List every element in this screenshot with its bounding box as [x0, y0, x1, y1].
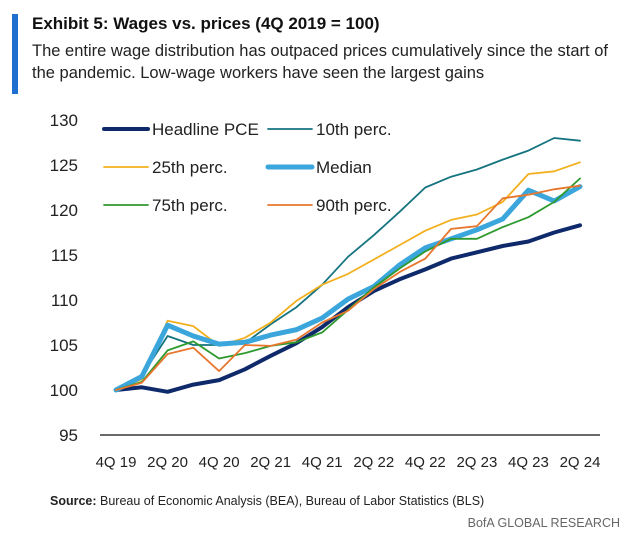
series-line-headline-pce	[114, 223, 582, 394]
y-tick-label: 115	[51, 246, 78, 265]
x-tick-label: 4Q 21	[302, 454, 343, 471]
y-tick-label: 95	[59, 426, 78, 445]
x-tick-label: 2Q 21	[250, 454, 291, 471]
legend-label: 75th perc.	[152, 196, 228, 215]
y-tick-label: 120	[50, 201, 78, 220]
brand-label: BofA GLOBAL RESEARCH	[467, 516, 620, 530]
chart-title: Exhibit 5: Wages vs. prices (4Q 2019 = 1…	[32, 14, 380, 33]
legend-label: 10th perc.	[316, 120, 392, 139]
legend-label: 90th perc.	[316, 196, 392, 215]
legend-label: Median	[316, 158, 372, 177]
y-tick-label: 125	[50, 156, 78, 175]
x-tick-label: 4Q 22	[405, 454, 446, 471]
accent-bar	[12, 14, 18, 94]
legend-label: Headline PCE	[152, 120, 259, 139]
chart-subtitle: The entire wage distribution has outpace…	[32, 42, 608, 82]
x-tick-label: 4Q 23	[508, 454, 549, 471]
x-tick-label: 2Q 20	[147, 454, 188, 471]
legend-label: 25th perc.	[152, 158, 228, 177]
series-line-10th-perc-	[115, 137, 581, 391]
y-tick-label: 105	[50, 336, 78, 355]
y-tick-label: 100	[50, 381, 78, 400]
x-tick-label: 2Q 24	[560, 454, 601, 471]
series-line-median	[113, 184, 583, 393]
x-tick-label: 2Q 23	[456, 454, 497, 471]
source-label: Source:	[50, 494, 97, 508]
x-tick-label: 4Q 19	[96, 454, 137, 471]
y-tick-label: 110	[51, 291, 78, 310]
x-tick-label: 4Q 20	[199, 454, 240, 471]
series-line-90th-perc-	[115, 184, 581, 391]
source-text: Bureau of Economic Analysis (BEA), Burea…	[96, 494, 485, 508]
source-note: Source: Bureau of Economic Analysis (BEA…	[50, 494, 484, 508]
series-line-25th-perc-	[115, 161, 581, 391]
y-tick-label: 130	[50, 111, 78, 130]
x-tick-label: 2Q 22	[353, 454, 394, 471]
